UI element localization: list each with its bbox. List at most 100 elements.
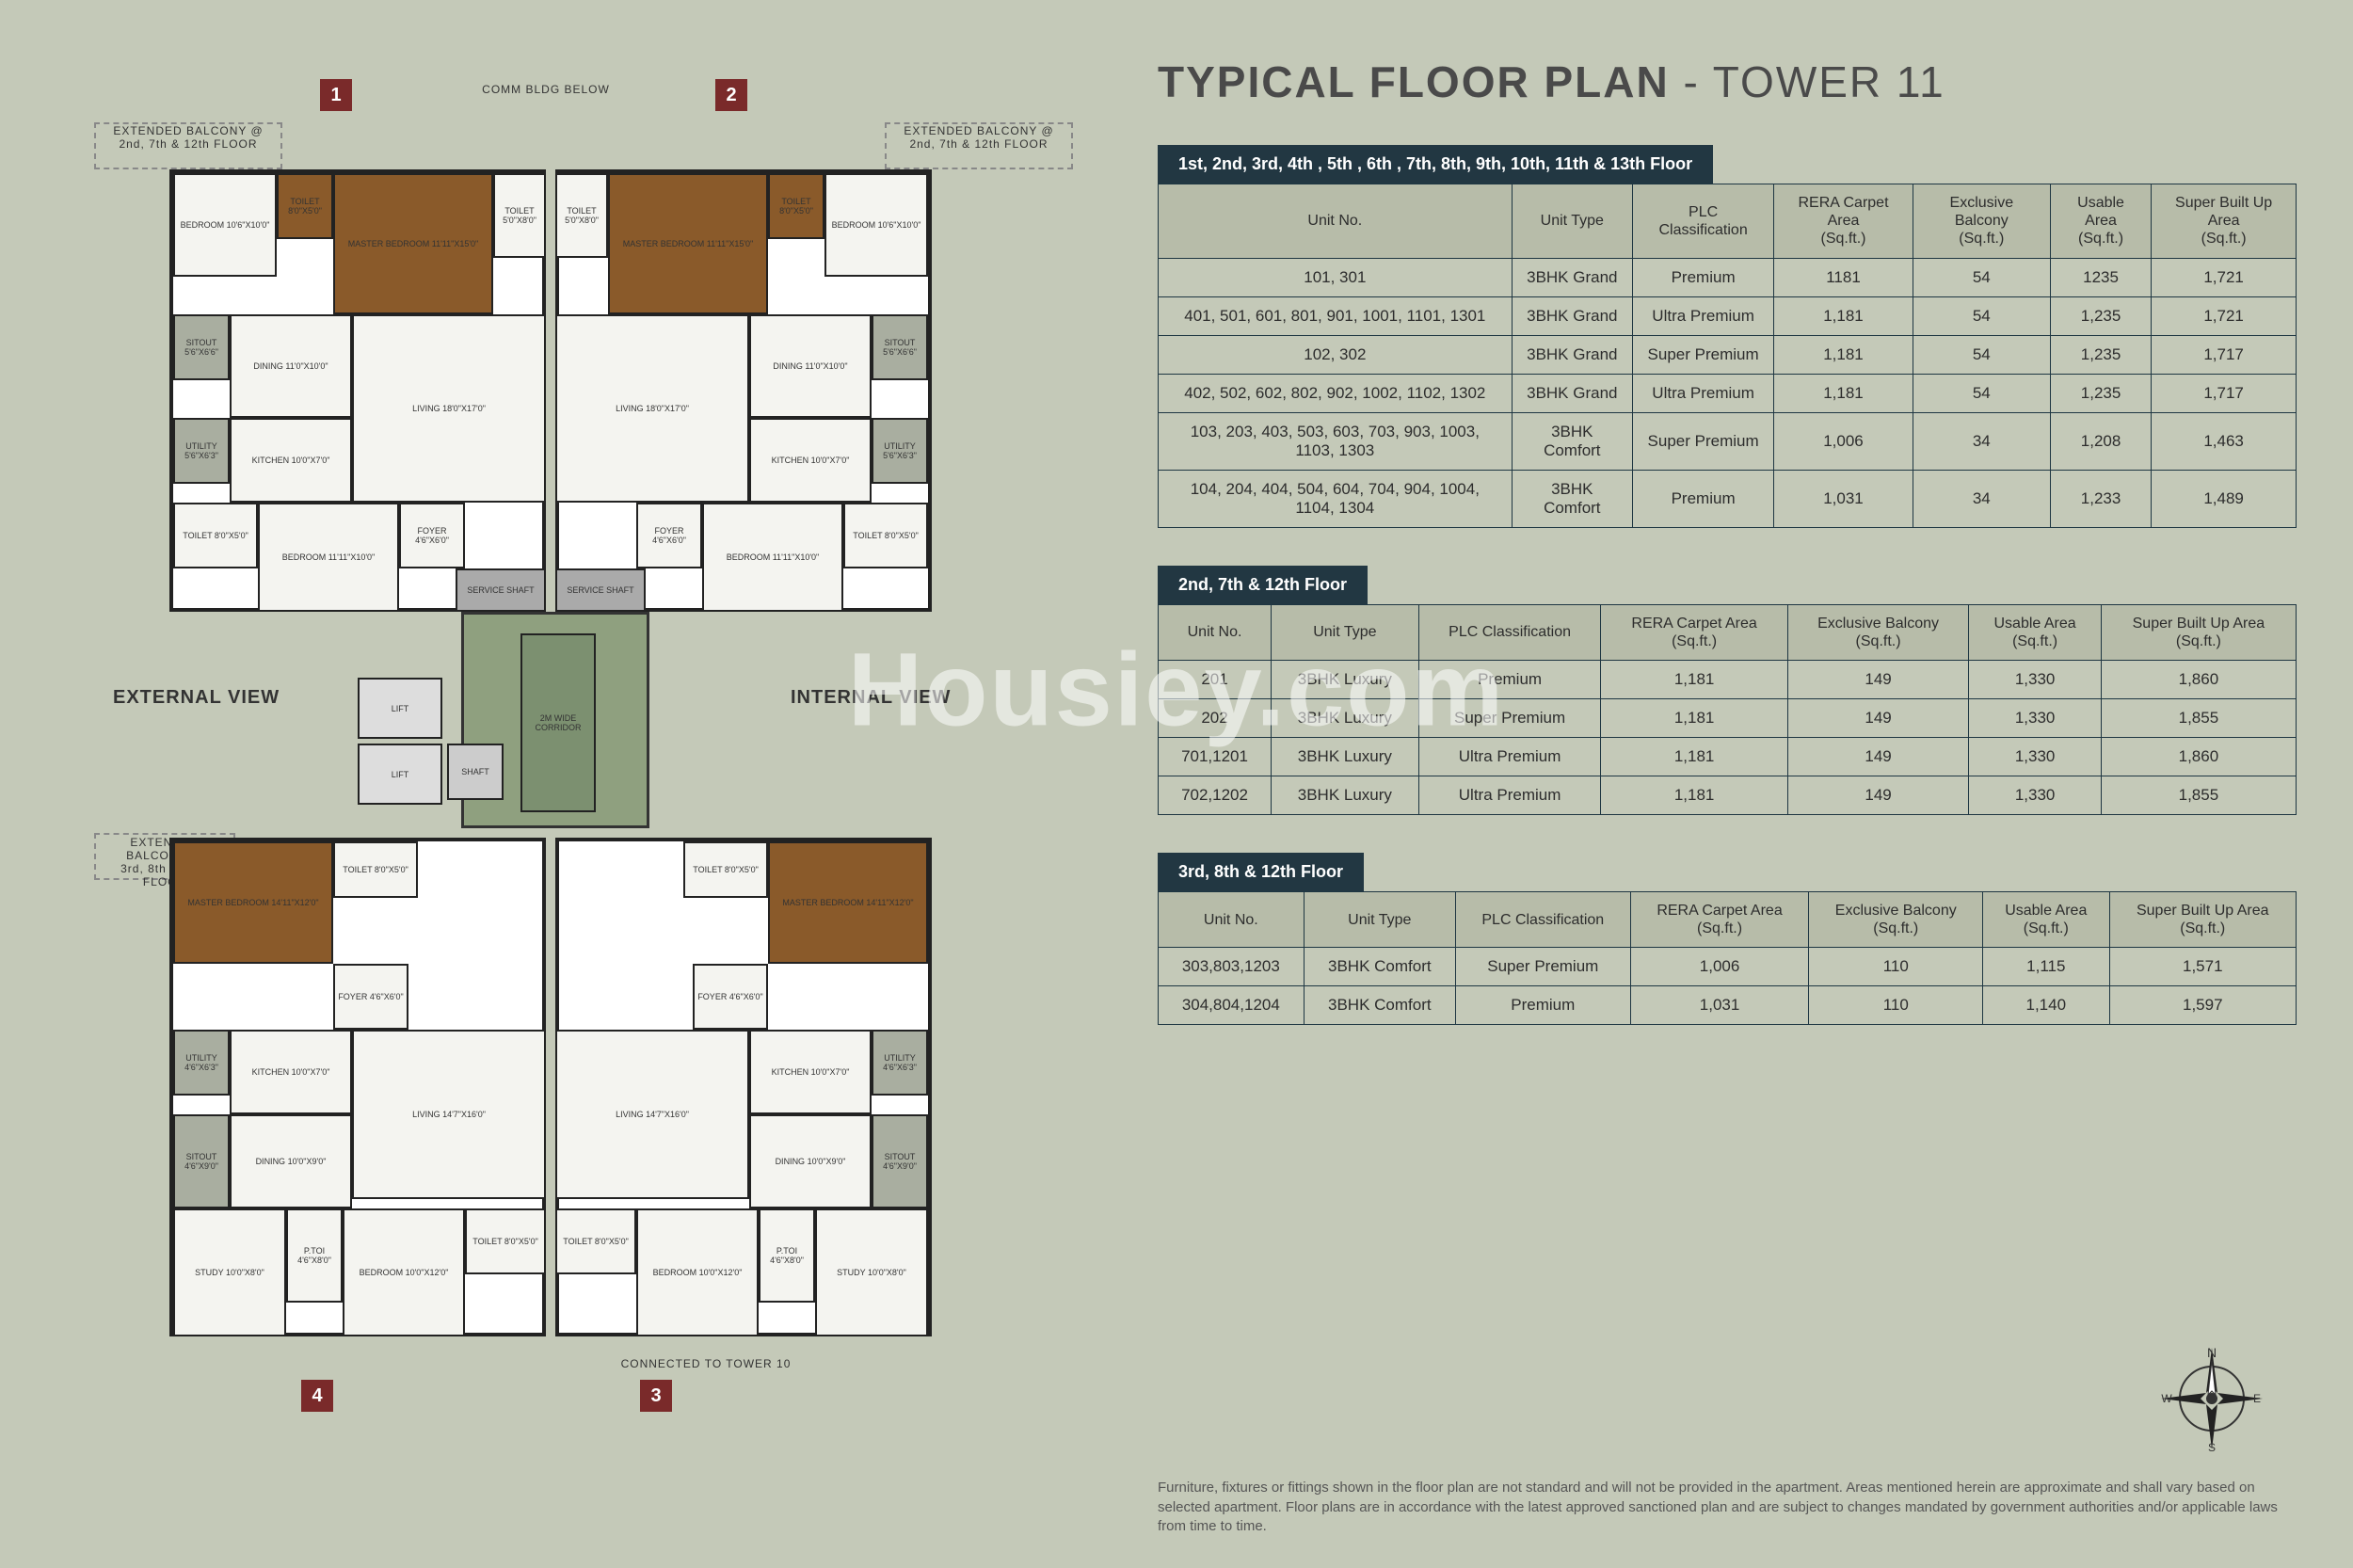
table-cell: 1,721	[2152, 258, 2297, 296]
svg-text:S: S	[2208, 1441, 2216, 1454]
table-cell: 304,804,1204	[1159, 986, 1305, 1025]
table-cell: 1,233	[2050, 470, 2151, 527]
room: SITOUT 4'6"X9'0"	[872, 1114, 928, 1208]
table-column-header: Usable Area (Sq.ft.)	[1969, 604, 2101, 660]
table-cell: 1,115	[1983, 948, 2109, 986]
table-column-header: RERA Carpet Area (Sq.ft.)	[1630, 891, 1809, 947]
table-column-header: Unit No.	[1159, 604, 1272, 660]
room: BEDROOM 11'11"X10'0"	[702, 503, 843, 612]
unit-marker-3: 3	[640, 1380, 672, 1412]
page-title: TYPICAL FLOOR PLAN - TOWER 11	[1158, 56, 2297, 107]
table-column-header: Usable Area (Sq.ft.)	[1983, 891, 2109, 947]
room: BEDROOM 10'0"X12'0"	[636, 1208, 759, 1336]
table-row: 303,803,12033BHK ComfortSuper Premium1,0…	[1159, 948, 2297, 986]
room: SITOUT 5'6"X6'6"	[173, 314, 230, 380]
table-cell: 1,489	[2152, 470, 2297, 527]
table-section-header: 1st, 2nd, 3rd, 4th , 5th , 6th , 7th, 8t…	[1158, 145, 1713, 184]
table-cell: 1,235	[2050, 296, 2151, 335]
table-cell: 3BHK Comfort	[1304, 948, 1455, 986]
room: LIVING 18'0"X17'0"	[555, 314, 749, 503]
table-block: 3rd, 8th & 12th FloorUnit No.Unit TypePL…	[1158, 853, 2297, 1025]
table-cell: 102, 302	[1159, 335, 1513, 374]
table-cell: 1,181	[1601, 698, 1787, 737]
table-block: 1st, 2nd, 3rd, 4th , 5th , 6th , 7th, 8t…	[1158, 145, 2297, 528]
room: TOILET 5'0"X8'0"	[493, 173, 546, 258]
room: STUDY 10'0"X8'0"	[173, 1208, 286, 1336]
table-column-header: Exclusive Balcony (Sq.ft.)	[1913, 184, 2050, 259]
table-cell: 1,860	[2101, 660, 2296, 698]
table-cell: 1181	[1774, 258, 1913, 296]
room: FOYER 4'6"X6'0"	[693, 964, 768, 1030]
table-cell: 1,571	[2109, 948, 2296, 986]
table-row: 402, 502, 602, 802, 902, 1002, 1102, 130…	[1159, 374, 2297, 412]
table-row: 701,12013BHK LuxuryUltra Premium1,181149…	[1159, 737, 2297, 776]
room: TOILET 8'0"X5'0"	[768, 173, 824, 239]
table-cell: 1,330	[1969, 698, 2101, 737]
table-column-header: Usable Area (Sq.ft.)	[2050, 184, 2151, 259]
room: TOILET 8'0"X5'0"	[333, 841, 418, 898]
table-block: 2nd, 7th & 12th FloorUnit No.Unit TypePL…	[1158, 566, 2297, 815]
ext-balcony-tl-label: EXTENDED BALCONY @2nd, 7th & 12th FLOOR	[104, 124, 273, 151]
room: MASTER BEDROOM 11'11"X15'0"	[333, 173, 493, 314]
room: STUDY 10'0"X8'0"	[815, 1208, 928, 1336]
table-row: 101, 3013BHK GrandPremium11815412351,721	[1159, 258, 2297, 296]
data-pane: TYPICAL FLOOR PLAN - TOWER 11 1st, 2nd, …	[1129, 0, 2353, 1568]
table-column-header: PLC Classification	[1418, 604, 1601, 660]
corridor-label: 2M WIDE CORRIDOR	[520, 633, 596, 812]
room: KITCHEN 10'0"X7'0"	[230, 1030, 352, 1114]
external-view-label: EXTERNAL VIEW	[113, 687, 280, 709]
table-cell: 701,1201	[1159, 737, 1272, 776]
table-cell: 1,717	[2152, 374, 2297, 412]
room: TOILET 8'0"X5'0"	[843, 503, 928, 568]
room: DINING 11'0"X10'0"	[749, 314, 872, 418]
unit-marker-4: 4	[301, 1380, 333, 1412]
table-cell: 3BHK Luxury	[1272, 698, 1419, 737]
room: TOILET 8'0"X5'0"	[555, 1208, 636, 1274]
table-cell: 34	[1913, 470, 2050, 527]
table-cell: Premium	[1418, 660, 1601, 698]
table-cell: 149	[1787, 698, 1969, 737]
table-cell: 1235	[2050, 258, 2151, 296]
table-cell: 1,855	[2101, 698, 2296, 737]
room: P.TOI 4'6"X8'0"	[286, 1208, 343, 1303]
disclaimer-text: Furniture, fixtures or fittings shown in…	[1158, 1479, 2297, 1536]
table-cell: 1,330	[1969, 737, 2101, 776]
table-cell: Super Premium	[1632, 335, 1773, 374]
table-cell: 54	[1913, 258, 2050, 296]
unit-2-block: BEDROOM 10'6"X10'0" TOILET 8'0"X5'0" MAS…	[555, 169, 932, 612]
table-cell: 1,181	[1774, 296, 1913, 335]
room: KITCHEN 10'0"X7'0"	[749, 418, 872, 503]
table-cell: 149	[1787, 776, 1969, 814]
unit-3-block: MASTER BEDROOM 14'11"X12'0" TOILET 8'0"X…	[555, 838, 932, 1336]
table-cell: 1,031	[1630, 986, 1809, 1025]
table-cell: 3BHK Luxury	[1272, 776, 1419, 814]
floorplan-pane: 1 2 3 4 COMM BLDG BELOW EXTENDED BALCONY…	[0, 0, 1129, 1568]
table-cell: Premium	[1455, 986, 1630, 1025]
room: DINING 11'0"X10'0"	[230, 314, 352, 418]
room: LIVING 14'7"X16'0"	[555, 1030, 749, 1199]
table-cell: 202	[1159, 698, 1272, 737]
table-column-header: Unit No.	[1159, 891, 1305, 947]
room: UTILITY 4'6"X6'3"	[872, 1030, 928, 1096]
table-cell: Super Premium	[1418, 698, 1601, 737]
table-cell: 3BHK Luxury	[1272, 737, 1419, 776]
room: SITOUT 4'6"X9'0"	[173, 1114, 230, 1208]
room: DINING 10'0"X9'0"	[230, 1114, 352, 1208]
table-cell: 1,181	[1601, 737, 1787, 776]
table-column-header: RERA Carpet Area (Sq.ft.)	[1601, 604, 1787, 660]
unit-1-block: BEDROOM 10'6"X10'0" TOILET 8'0"X5'0" MAS…	[169, 169, 546, 612]
table-cell: 1,181	[1774, 374, 1913, 412]
connected-label: CONNECTED TO TOWER 10	[584, 1357, 828, 1370]
table-cell: 103, 203, 403, 503, 603, 703, 903, 1003,…	[1159, 412, 1513, 470]
room: FOYER 4'6"X6'0"	[333, 964, 408, 1030]
unit-marker-2: 2	[715, 79, 747, 111]
table-column-header: Unit No.	[1159, 184, 1513, 259]
lift-2: LIFT	[358, 744, 442, 805]
table-row: 102, 3023BHK GrandSuper Premium1,181541,…	[1159, 335, 2297, 374]
table-cell: 1,140	[1983, 986, 2109, 1025]
table-row: 702,12023BHK LuxuryUltra Premium1,181149…	[1159, 776, 2297, 814]
table-cell: 1,463	[2152, 412, 2297, 470]
table-cell: 1,208	[2050, 412, 2151, 470]
table-cell: 1,721	[2152, 296, 2297, 335]
room: BEDROOM 10'0"X12'0"	[343, 1208, 465, 1336]
